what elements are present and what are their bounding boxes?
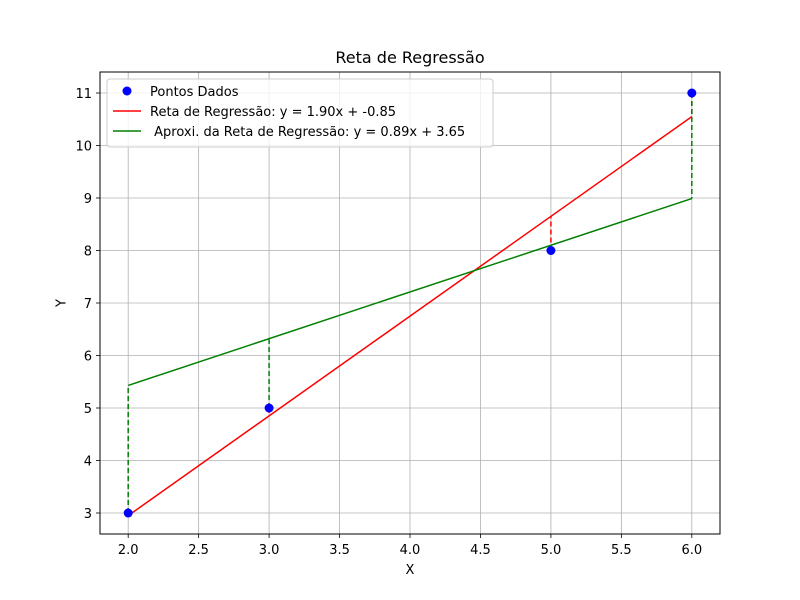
x-tick-label: 4.5 [470, 543, 491, 558]
data-point [123, 508, 133, 518]
axis-ticks: 2.0 2.5 3.0 3.5 4.0 4.5 5.0 5.5 6.0 3 4 5 6 7 8 9 10 11 [75, 87, 702, 558]
x-tick-label: 3.5 [329, 543, 350, 558]
legend-entry-points: Pontos Dados [150, 85, 239, 100]
legend-marker-points [122, 86, 132, 96]
chart-title: Reta de Regressão [335, 48, 484, 67]
y-tick-label: 7 [84, 297, 92, 312]
legend-entry-regression: Reta de Regressão: y = 1.90x + -0.85 [150, 105, 396, 120]
y-tick-label: 3 [84, 507, 92, 522]
data-point [264, 403, 274, 413]
y-tick-label: 8 [84, 245, 92, 260]
y-tick-label: 10 [75, 140, 92, 155]
y-axis-label: Y [55, 299, 70, 308]
x-tick-label: 3.0 [259, 543, 280, 558]
y-tick-label: 11 [75, 87, 92, 102]
regression-lines [127, 116, 693, 517]
y-tick-label: 9 [84, 192, 92, 207]
x-tick-label: 2.5 [188, 543, 209, 558]
x-tick-label: 5.5 [611, 543, 632, 558]
data-points [123, 88, 697, 518]
data-point [546, 246, 556, 255]
data-point [687, 88, 697, 98]
x-tick-label: 2.0 [118, 543, 139, 558]
legend: Pontos Dados Reta de Regressão: y = 1.90… [106, 78, 494, 148]
regression-line [127, 197, 693, 387]
y-tick-label: 4 [84, 455, 92, 470]
x-axis-label: X [406, 563, 415, 578]
x-tick-label: 4.0 [400, 543, 421, 558]
y-tick-label: 6 [84, 350, 92, 365]
regression-line [127, 116, 693, 517]
legend-box [106, 78, 494, 148]
legend-entry-approx: Aproxi. da Reta de Regressão: y = 0.89x … [150, 125, 465, 140]
x-tick-label: 6.0 [681, 543, 702, 558]
x-tick-label: 5.0 [541, 543, 562, 558]
y-tick-label: 5 [84, 402, 92, 417]
